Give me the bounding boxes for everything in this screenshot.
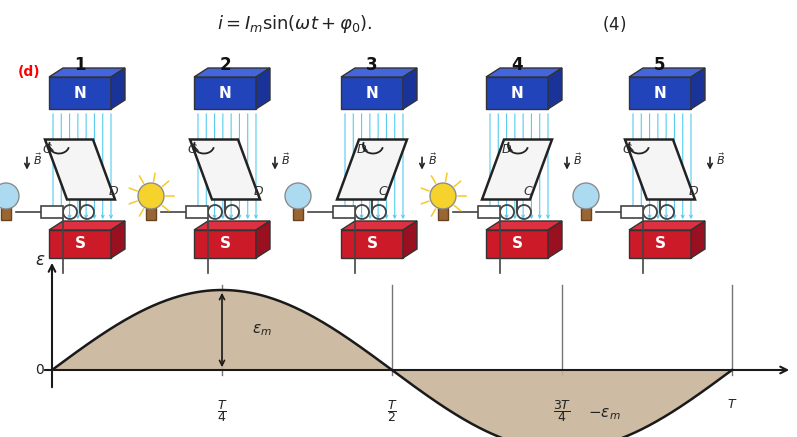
Text: 1: 1 — [74, 56, 86, 74]
Text: $t$: $t$ — [795, 361, 797, 379]
Text: D: D — [253, 185, 263, 198]
Text: $\vec{B}$: $\vec{B}$ — [573, 152, 582, 167]
Text: S: S — [74, 236, 85, 252]
Polygon shape — [486, 230, 548, 258]
Polygon shape — [194, 230, 256, 258]
Text: $i = I_m \sin(\omega t + \varphi_0).$: $i = I_m \sin(\omega t + \varphi_0).$ — [218, 13, 372, 35]
Text: C: C — [524, 185, 532, 198]
Polygon shape — [486, 68, 562, 77]
Text: $\dfrac{T}{2}$: $\dfrac{T}{2}$ — [387, 398, 397, 424]
Bar — [478, 206, 500, 218]
Polygon shape — [49, 68, 125, 77]
Text: S: S — [654, 236, 665, 252]
Text: $-\varepsilon_m$: $-\varepsilon_m$ — [587, 406, 620, 422]
Text: N: N — [511, 86, 524, 101]
Polygon shape — [337, 139, 407, 200]
Polygon shape — [341, 68, 417, 77]
Polygon shape — [52, 290, 391, 370]
Polygon shape — [341, 230, 403, 258]
Bar — [581, 208, 591, 220]
Text: $\dfrac{3T}{4}$: $\dfrac{3T}{4}$ — [553, 398, 571, 424]
Polygon shape — [256, 68, 270, 109]
Polygon shape — [548, 68, 562, 109]
Text: (d): (d) — [18, 65, 41, 79]
Circle shape — [138, 183, 164, 209]
Text: 4: 4 — [511, 56, 523, 74]
Circle shape — [285, 183, 311, 209]
Text: D: D — [688, 185, 698, 198]
Text: 2: 2 — [219, 56, 231, 74]
Polygon shape — [629, 68, 705, 77]
Polygon shape — [341, 221, 417, 230]
Text: S: S — [219, 236, 230, 252]
Text: C: C — [622, 143, 631, 156]
Polygon shape — [691, 221, 705, 258]
Text: $\vec{B}$: $\vec{B}$ — [428, 152, 437, 167]
Bar — [1, 208, 11, 220]
Polygon shape — [629, 77, 691, 109]
Polygon shape — [49, 221, 125, 230]
Circle shape — [430, 183, 456, 209]
Text: C: C — [42, 143, 51, 156]
Text: $\dfrac{T}{4}$: $\dfrac{T}{4}$ — [217, 398, 227, 424]
Polygon shape — [111, 221, 125, 258]
Text: $T$: $T$ — [727, 398, 737, 411]
Circle shape — [573, 183, 599, 209]
Text: N: N — [366, 86, 379, 101]
Text: 5: 5 — [654, 56, 665, 74]
Polygon shape — [256, 221, 270, 258]
Polygon shape — [625, 139, 695, 200]
Polygon shape — [45, 139, 115, 200]
Text: $\vec{B}$: $\vec{B}$ — [33, 152, 42, 167]
Polygon shape — [49, 77, 111, 109]
Bar — [333, 206, 355, 218]
Polygon shape — [486, 77, 548, 109]
Text: N: N — [73, 86, 86, 101]
Text: C: C — [379, 185, 387, 198]
Bar — [621, 206, 643, 218]
Bar — [186, 206, 208, 218]
Text: N: N — [218, 86, 231, 101]
Bar — [438, 208, 448, 220]
Polygon shape — [49, 230, 111, 258]
Text: C: C — [187, 143, 196, 156]
Polygon shape — [52, 370, 732, 437]
Polygon shape — [691, 68, 705, 109]
Polygon shape — [194, 77, 256, 109]
Polygon shape — [403, 221, 417, 258]
Text: S: S — [367, 236, 378, 252]
Bar — [41, 206, 63, 218]
Polygon shape — [482, 139, 552, 200]
Text: S: S — [512, 236, 523, 252]
Text: N: N — [654, 86, 666, 101]
Polygon shape — [190, 139, 260, 200]
Text: D: D — [356, 143, 366, 156]
Text: $\varepsilon$: $\varepsilon$ — [35, 251, 45, 269]
Text: D: D — [108, 185, 118, 198]
Polygon shape — [486, 221, 562, 230]
Polygon shape — [341, 77, 403, 109]
Text: $\varepsilon_m$: $\varepsilon_m$ — [252, 322, 272, 338]
Polygon shape — [194, 221, 270, 230]
Text: $\vec{B}$: $\vec{B}$ — [281, 152, 290, 167]
Text: $(4)$: $(4)$ — [602, 14, 626, 34]
Polygon shape — [629, 221, 705, 230]
Polygon shape — [194, 68, 270, 77]
Text: 3: 3 — [366, 56, 378, 74]
Text: 0: 0 — [36, 363, 45, 377]
Circle shape — [0, 183, 19, 209]
Bar — [146, 208, 156, 220]
Polygon shape — [111, 68, 125, 109]
Polygon shape — [629, 230, 691, 258]
Text: D: D — [501, 143, 511, 156]
Polygon shape — [403, 68, 417, 109]
Bar — [293, 208, 303, 220]
Text: $\vec{B}$: $\vec{B}$ — [716, 152, 725, 167]
Polygon shape — [548, 221, 562, 258]
